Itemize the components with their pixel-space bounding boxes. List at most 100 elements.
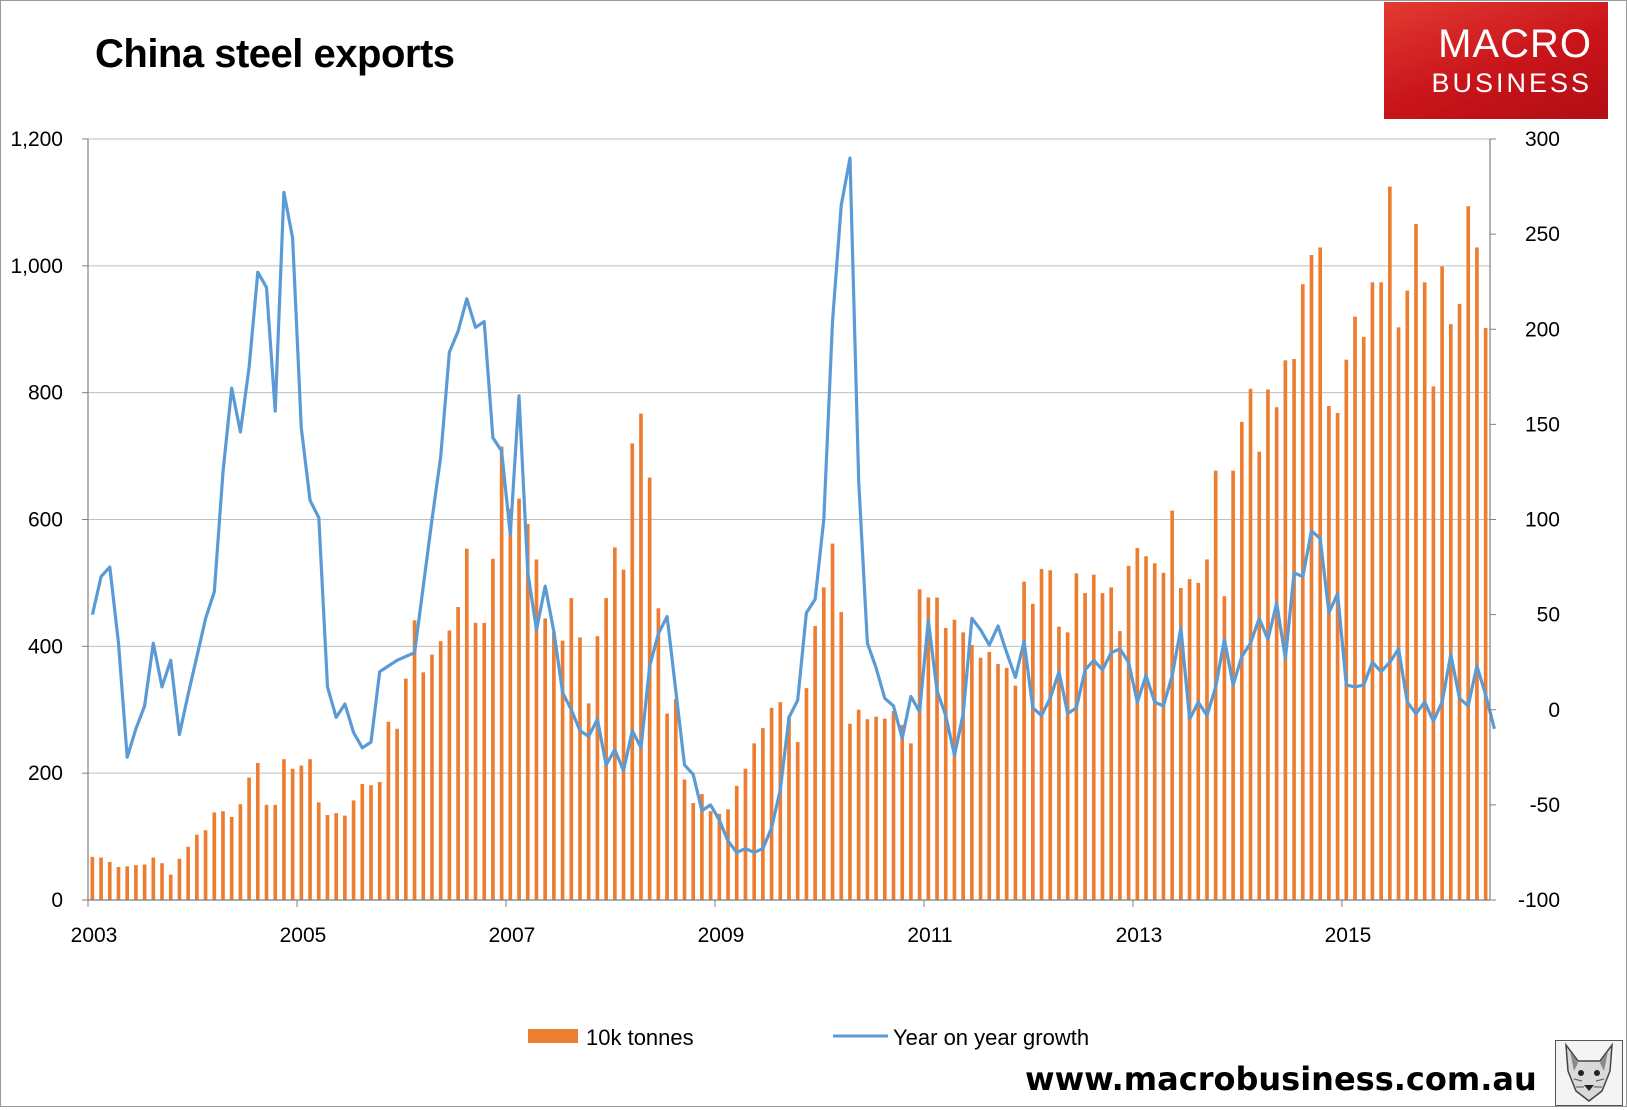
bar-19 bbox=[255, 763, 260, 900]
bar-7 bbox=[151, 857, 156, 900]
y-left-tick-label-4: 800 bbox=[28, 382, 63, 405]
bar-30 bbox=[351, 800, 356, 900]
bar-136 bbox=[1274, 407, 1279, 900]
bar-160 bbox=[1483, 327, 1488, 900]
bar-33 bbox=[377, 782, 382, 900]
logo-text-business: BUSINESS bbox=[1431, 68, 1592, 98]
bar-155 bbox=[1440, 266, 1444, 900]
y-right-tick-label-1: -50 bbox=[1530, 794, 1560, 817]
bar-88 bbox=[856, 709, 861, 900]
bar-52 bbox=[543, 618, 548, 900]
bar-59 bbox=[604, 598, 608, 900]
y-right-tick-label-2: 0 bbox=[1548, 699, 1560, 722]
bar-60 bbox=[613, 547, 617, 900]
legend-label-bars: 10k tonnes bbox=[586, 1025, 694, 1050]
bar-14 bbox=[212, 812, 217, 900]
growth-line bbox=[90, 156, 1496, 855]
bar-10 bbox=[177, 858, 182, 900]
legend: 10k tonnes Year on year growth bbox=[528, 1025, 1089, 1050]
bar-95 bbox=[917, 589, 922, 900]
bar-57 bbox=[586, 703, 591, 900]
bar-65 bbox=[656, 608, 661, 900]
bar-8 bbox=[160, 863, 164, 900]
bar-139 bbox=[1300, 284, 1305, 901]
y-left-tick-label-6: 1,200 bbox=[10, 128, 63, 151]
bar-66 bbox=[665, 713, 669, 900]
logo-text-macro: MACRO bbox=[1438, 22, 1592, 66]
bar-122 bbox=[1152, 563, 1157, 900]
bar-105 bbox=[1004, 667, 1009, 900]
bar-34 bbox=[386, 721, 391, 900]
bar-115 bbox=[1091, 574, 1096, 900]
bar-158 bbox=[1466, 206, 1471, 900]
bar-86 bbox=[839, 612, 844, 900]
bar-97 bbox=[935, 597, 939, 900]
bar-87 bbox=[848, 723, 852, 900]
bar-73 bbox=[726, 809, 730, 900]
bar-36 bbox=[404, 678, 408, 900]
x-tick-label-6: 2015 bbox=[1325, 924, 1372, 947]
bar-99 bbox=[952, 619, 957, 900]
bar-0 bbox=[90, 856, 95, 900]
bar-12 bbox=[195, 834, 199, 900]
bar-142 bbox=[1327, 405, 1331, 900]
bar-134 bbox=[1257, 451, 1262, 900]
bar-45 bbox=[482, 622, 487, 900]
bar-101 bbox=[970, 645, 974, 900]
bar-46 bbox=[491, 558, 495, 900]
bar-128 bbox=[1205, 559, 1209, 900]
bar-39 bbox=[430, 654, 434, 900]
bar-16 bbox=[229, 816, 234, 900]
bar-116 bbox=[1100, 593, 1105, 900]
bar-21 bbox=[273, 804, 278, 900]
bar-31 bbox=[360, 783, 365, 900]
bar-47 bbox=[499, 446, 504, 900]
bar-68 bbox=[682, 779, 687, 900]
y-left-tick-label-1: 200 bbox=[28, 762, 63, 785]
bar-148 bbox=[1379, 282, 1383, 900]
bar-79 bbox=[778, 702, 783, 900]
bar-2 bbox=[107, 861, 112, 900]
x-tick-label-4: 2011 bbox=[907, 924, 952, 947]
bar-102 bbox=[978, 657, 983, 900]
bar-85 bbox=[830, 543, 835, 900]
bar-54 bbox=[560, 640, 565, 900]
bar-23 bbox=[290, 768, 295, 900]
bar-62 bbox=[630, 443, 635, 900]
bar-143 bbox=[1335, 412, 1340, 900]
bar-125 bbox=[1179, 587, 1183, 900]
bar-77 bbox=[761, 728, 765, 900]
bar-80 bbox=[787, 716, 791, 900]
y-right-tick-label-0: -100 bbox=[1518, 889, 1560, 912]
bar-78 bbox=[769, 707, 774, 900]
bar-138 bbox=[1292, 359, 1296, 900]
bar-1 bbox=[99, 857, 103, 900]
bar-41 bbox=[447, 630, 452, 900]
bar-93 bbox=[900, 724, 905, 900]
tick-labels: 0 200 400 600 800 1,000 1,200 -100 -50 0 50 100 150 2… bbox=[10, 128, 1560, 947]
bar-18 bbox=[247, 777, 251, 900]
y-left-tick-label-3: 600 bbox=[28, 509, 63, 532]
bar-130 bbox=[1222, 596, 1227, 900]
bar-27 bbox=[325, 815, 330, 900]
bar-150 bbox=[1396, 327, 1401, 900]
bar-72 bbox=[717, 813, 722, 900]
y-left-tick-label-0: 0 bbox=[51, 889, 63, 912]
bar-76 bbox=[752, 743, 756, 900]
x-tick-label-1: 2005 bbox=[280, 924, 327, 947]
bar-50 bbox=[525, 523, 530, 900]
bar-28 bbox=[334, 813, 339, 900]
bar-71 bbox=[708, 811, 713, 900]
bar-98 bbox=[943, 627, 948, 900]
bar-154 bbox=[1431, 386, 1436, 900]
bar-144 bbox=[1344, 359, 1349, 900]
bar-24 bbox=[299, 765, 304, 900]
y-right-tick-label-8: 300 bbox=[1525, 128, 1560, 151]
line-series bbox=[90, 156, 1496, 855]
bar-96 bbox=[926, 597, 931, 900]
bar-51 bbox=[534, 559, 539, 900]
bar-29 bbox=[343, 815, 347, 900]
bar-146 bbox=[1361, 336, 1366, 900]
bar-32 bbox=[369, 785, 373, 900]
bar-108 bbox=[1030, 603, 1035, 900]
